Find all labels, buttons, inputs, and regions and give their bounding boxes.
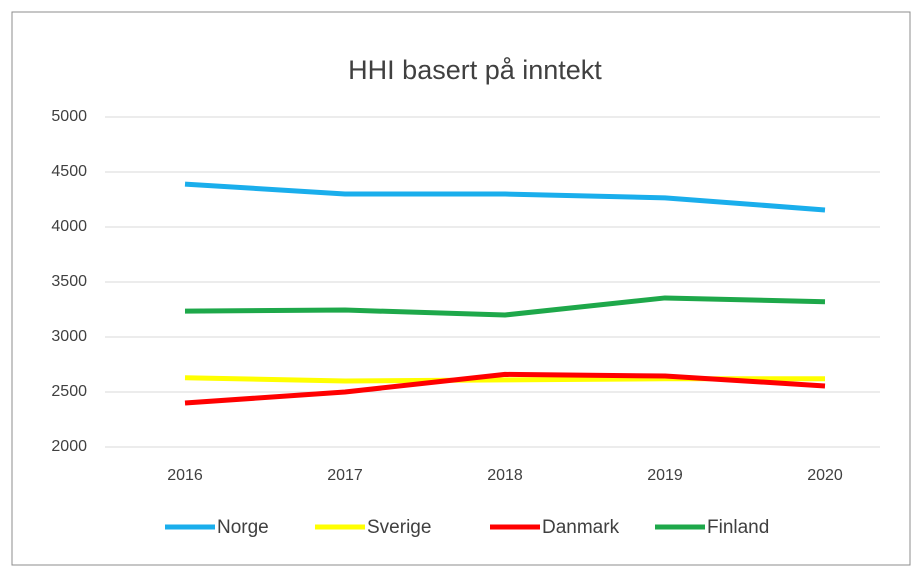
x-tick-label: 2016 [167, 467, 203, 484]
x-tick-label: 2019 [647, 467, 683, 484]
y-tick-label: 4000 [51, 218, 87, 235]
chart-title: HHI basert på inntekt [348, 55, 602, 85]
series-line [184, 295, 826, 318]
legend-text: Danmark [542, 517, 620, 538]
y-tick-label: 5000 [51, 108, 87, 125]
y-tick-label: 3500 [51, 273, 87, 290]
legend-text: Sverige [367, 517, 431, 538]
y-tick-label: 2000 [51, 438, 87, 455]
legend-text: Norge [217, 517, 269, 538]
legend-text: Finland [707, 517, 769, 538]
x-tick-label: 2018 [487, 467, 523, 484]
y-tick-label: 3000 [51, 328, 87, 345]
series-line [184, 181, 826, 213]
x-tick-label: 2017 [327, 467, 363, 484]
x-tick-label: 2020 [807, 467, 843, 484]
y-tick-label: 4500 [51, 163, 87, 180]
chart-frame [11, 11, 911, 566]
series-line [184, 371, 826, 406]
y-tick-label: 2500 [51, 383, 87, 400]
